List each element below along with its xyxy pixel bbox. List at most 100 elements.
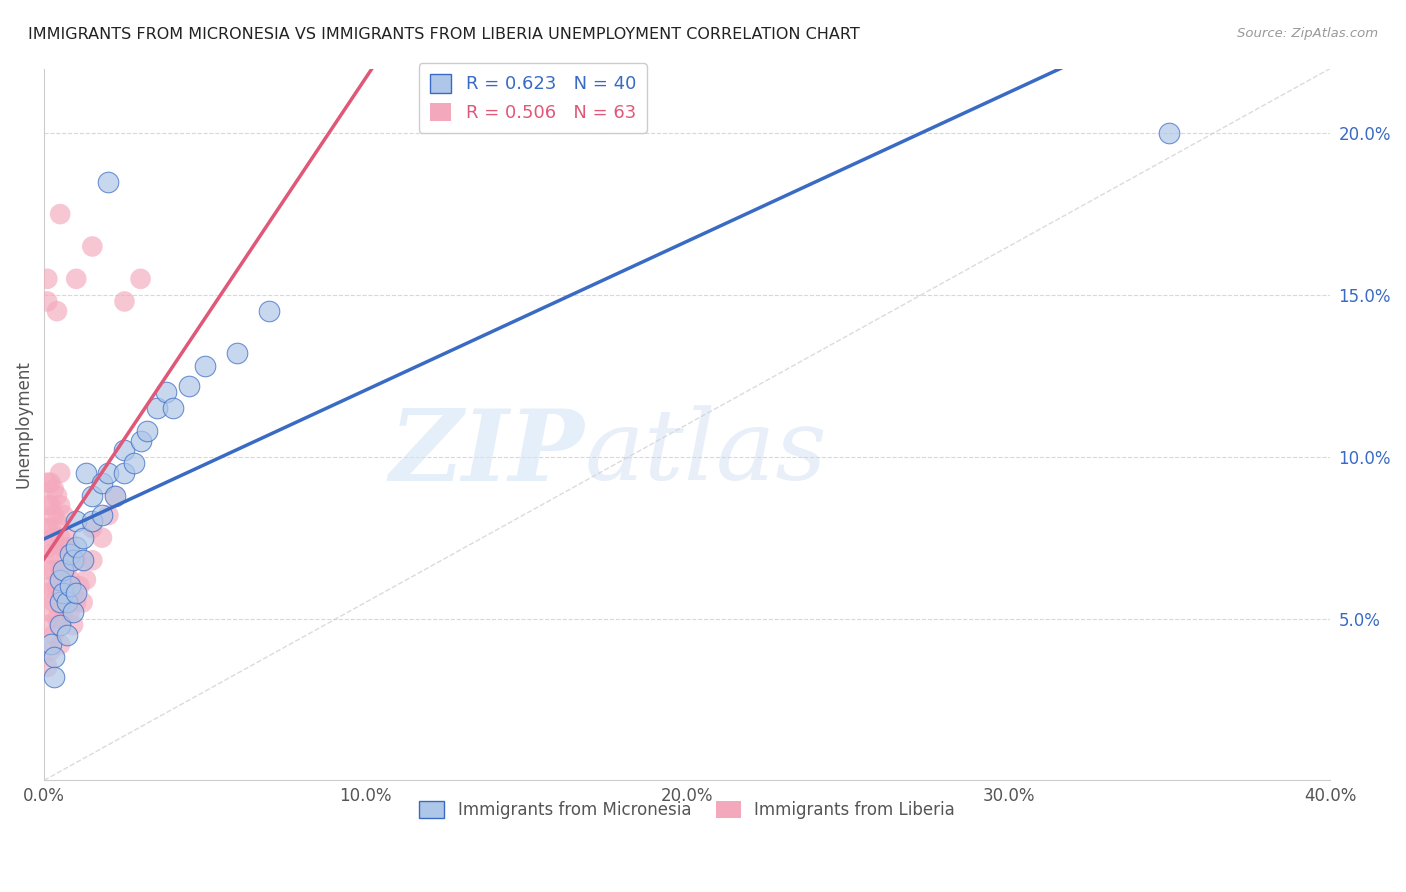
Point [65, 272, 87, 286]
Point [62, 585, 84, 599]
Point [82, 239, 104, 253]
Text: ZIP: ZIP [389, 405, 585, 501]
Text: IMMIGRANTS FROM MICRONESIA VS IMMIGRANTS FROM LIBERIA UNEMPLOYMENT CORRELATION C: IMMIGRANTS FROM MICRONESIA VS IMMIGRANTS… [28, 27, 860, 42]
Point [37, 475, 59, 490]
Point [39, 637, 62, 651]
Point [62, 618, 84, 632]
Point [52, 563, 75, 577]
Point [65, 553, 87, 567]
Point [46, 547, 69, 561]
Point [72, 553, 94, 567]
Text: atlas: atlas [585, 405, 827, 500]
Point [65, 541, 87, 555]
Point [49, 498, 72, 512]
Point [52, 541, 75, 555]
Point [59, 579, 82, 593]
Point [52, 573, 75, 587]
Point [46, 515, 69, 529]
Point [82, 553, 104, 567]
Point [75, 573, 97, 587]
Point [42, 650, 65, 665]
Point [46, 304, 69, 318]
Point [194, 359, 217, 374]
Point [82, 515, 104, 529]
Point [39, 579, 62, 593]
Point [1159, 126, 1181, 140]
Point [42, 563, 65, 577]
Point [114, 466, 136, 480]
Point [39, 644, 62, 658]
Point [97, 466, 120, 480]
Point [55, 531, 77, 545]
Point [37, 541, 59, 555]
Point [39, 605, 62, 619]
Point [59, 541, 82, 555]
Point [49, 531, 72, 545]
Point [42, 482, 65, 496]
Point [82, 521, 104, 535]
Point [37, 521, 59, 535]
Point [37, 660, 59, 674]
Point [129, 272, 152, 286]
Point [46, 579, 69, 593]
Point [39, 475, 62, 490]
Point [91, 475, 114, 490]
Point [91, 531, 114, 545]
Point [37, 498, 59, 512]
Point [55, 628, 77, 642]
Point [42, 595, 65, 609]
Point [104, 489, 127, 503]
Point [162, 401, 184, 416]
Point [49, 573, 72, 587]
Point [91, 508, 114, 522]
Point [59, 605, 82, 619]
Point [257, 304, 280, 318]
Point [72, 553, 94, 567]
Point [55, 563, 77, 577]
Point [59, 573, 82, 587]
Point [49, 618, 72, 632]
Point [65, 595, 87, 609]
Point [37, 618, 59, 632]
Point [129, 434, 152, 448]
Point [114, 443, 136, 458]
Point [39, 498, 62, 512]
Point [104, 489, 127, 503]
Point [46, 489, 69, 503]
Point [52, 611, 75, 625]
Point [72, 531, 94, 545]
Point [55, 595, 77, 609]
Legend: Immigrants from Micronesia, Immigrants from Liberia: Immigrants from Micronesia, Immigrants f… [412, 794, 962, 825]
Point [37, 294, 59, 309]
Point [37, 563, 59, 577]
Point [46, 611, 69, 625]
Point [39, 521, 62, 535]
Point [55, 595, 77, 609]
Point [49, 637, 72, 651]
Point [97, 175, 120, 189]
Point [52, 585, 75, 599]
Point [42, 628, 65, 642]
Point [82, 489, 104, 503]
Point [145, 401, 167, 416]
Point [65, 515, 87, 529]
Point [42, 508, 65, 522]
Point [122, 456, 145, 470]
Y-axis label: Unemployment: Unemployment [15, 360, 32, 488]
Point [49, 595, 72, 609]
Point [155, 385, 177, 400]
Point [75, 466, 97, 480]
Point [59, 547, 82, 561]
Point [42, 531, 65, 545]
Point [97, 508, 120, 522]
Point [62, 553, 84, 567]
Point [62, 605, 84, 619]
Point [49, 207, 72, 221]
Point [37, 585, 59, 599]
Point [49, 466, 72, 480]
Point [69, 579, 91, 593]
Point [49, 563, 72, 577]
Point [114, 294, 136, 309]
Point [39, 547, 62, 561]
Point [42, 670, 65, 684]
